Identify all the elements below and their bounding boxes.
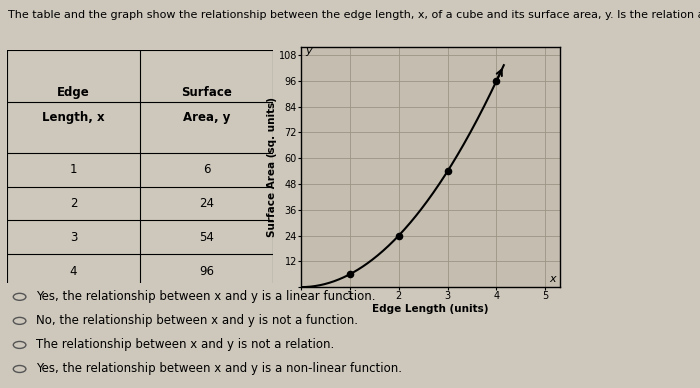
Text: Length, x: Length, x <box>42 111 105 125</box>
Text: 1: 1 <box>70 163 77 176</box>
Text: 6: 6 <box>203 163 210 176</box>
Y-axis label: Surface Area (sq. units): Surface Area (sq. units) <box>267 97 277 237</box>
Text: 3: 3 <box>70 231 77 244</box>
Text: 2: 2 <box>70 197 77 210</box>
Text: y: y <box>305 46 312 56</box>
Text: Surface: Surface <box>181 86 232 99</box>
Text: No, the relationship between x and y is not a function.: No, the relationship between x and y is … <box>36 314 358 327</box>
Text: Edge: Edge <box>57 86 90 99</box>
Point <box>442 168 453 174</box>
Point <box>344 271 356 277</box>
Point <box>393 232 405 239</box>
Text: 96: 96 <box>199 265 214 277</box>
Text: Area, y: Area, y <box>183 111 230 125</box>
Text: x: x <box>550 274 556 284</box>
Text: 24: 24 <box>199 197 214 210</box>
Text: Yes, the relationship between x and y is a non-linear function.: Yes, the relationship between x and y is… <box>36 362 402 376</box>
Text: The table and the graph show the relationship between the edge length, x, of a c: The table and the graph show the relatio… <box>8 10 700 20</box>
Text: 54: 54 <box>199 231 214 244</box>
Text: 4: 4 <box>70 265 77 277</box>
Point <box>491 78 502 84</box>
X-axis label: Edge Length (units): Edge Length (units) <box>372 304 489 314</box>
Text: The relationship between x and y is not a relation.: The relationship between x and y is not … <box>36 338 335 352</box>
Text: Yes, the relationship between x and y is a linear function.: Yes, the relationship between x and y is… <box>36 290 376 303</box>
